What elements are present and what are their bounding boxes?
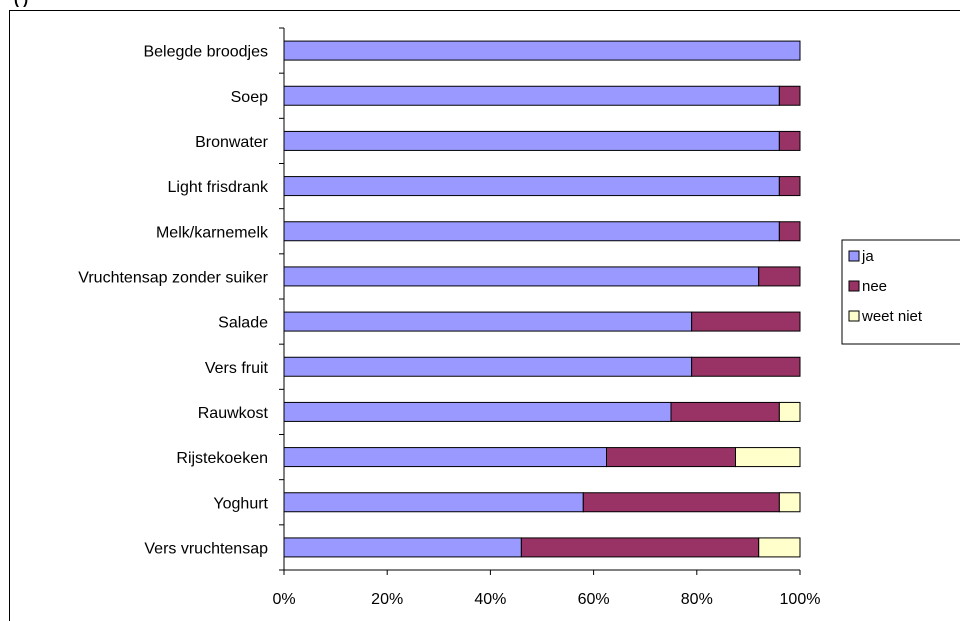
bar-segment-ja [283,40,801,61]
x-tick-label: 0% [272,591,295,608]
bar-segment-ja [283,221,780,242]
bar-segment-nee [778,221,801,242]
category-label: Yoghurt [213,495,268,512]
legend-swatch-ja [848,250,860,262]
bar-segment-ja [283,401,672,422]
top-caption: ( ) [14,0,28,8]
legend-swatch-nee [848,280,860,292]
bar-segment-weet-niet [778,401,801,422]
bar-segment-weet-niet [758,537,801,558]
bar-segment-ja [283,176,780,197]
legend: ja nee weet niet [841,239,960,345]
bar-segment-ja [283,492,584,513]
x-tick-label: 20% [371,591,403,608]
x-tick-label: 40% [474,591,506,608]
bar-segment-nee [520,537,760,558]
category-label: Light frisdrank [168,179,269,196]
category-label: Vers vruchtensap [144,540,268,557]
legend-label-ja: ja [861,248,874,265]
bar-segment-nee [582,492,780,513]
category-label: Salade [218,315,268,332]
category-label: Vruchtensap zonder suiker [78,269,268,286]
bar-segment-nee [778,130,801,151]
legend-label-nee: nee [862,278,887,295]
category-label: Vers fruit [205,360,269,377]
bar-segment-ja [283,266,760,287]
bar-segment-ja [283,130,780,151]
bar-segment-weet-niet [735,447,801,468]
category-label: Belegde broodjes [143,44,268,61]
category-label: Rijstekoeken [176,450,268,467]
plot-area: Belegde broodjes Soep Bronwater Light frisd… [78,27,821,608]
x-tick-label: 60% [578,591,610,608]
bar-segment-ja [283,85,780,106]
category-label: Bronwater [195,134,269,151]
bar-segment-nee [691,356,801,377]
x-tick-label: 80% [681,591,713,608]
legend-box [841,239,960,345]
legend-swatch-weet-niet [848,310,860,322]
category-label: Soep [231,89,268,106]
bar-segment-nee [670,401,780,422]
bar-segment-nee [758,266,801,287]
bar-segment-weet-niet [778,492,801,513]
bar-segment-ja [283,311,693,332]
bar-segment-ja [283,447,607,468]
bar-segment-nee [778,85,801,106]
bar-segment-nee [778,176,801,197]
x-tick-label: 100% [780,591,821,608]
bar-segment-nee [691,311,801,332]
bar-segment-nee [606,447,736,468]
category-label: Melk/karnemelk [156,224,269,241]
category-label: Rauwkost [198,405,269,422]
legend-label-weet-niet: weet niet [861,308,923,325]
bar-segment-ja [283,356,693,377]
bar-segment-ja [283,537,522,558]
